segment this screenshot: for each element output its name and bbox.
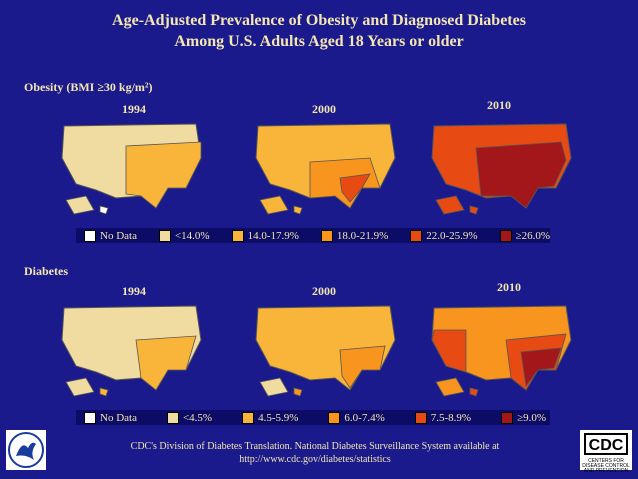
obesity-legend-item: ≥26.0% (492, 229, 551, 242)
cdc-logo-text: CDC (584, 433, 628, 455)
hhs-eagle-icon (8, 432, 44, 468)
legend-label: 4.5-5.9% (258, 411, 299, 424)
source-line-2[interactable]: http://www.cdc.gov/diabetes/statistics (239, 454, 391, 465)
legend-label: ≥26.0% (515, 229, 551, 242)
diabetes-map-2010 (431, 305, 572, 397)
diabetes-map-2000 (255, 305, 396, 397)
obesity-year-2000: 2000 (312, 102, 336, 116)
obesity-year-1994: 1994 (122, 102, 146, 116)
diabetes-year-2010: 2010 (497, 280, 521, 294)
cdc-logo-tagline: CENTERS FOR DISEASE CONTROL AND PREVENTI… (582, 458, 630, 474)
legend-swatch (231, 229, 244, 242)
obesity-section-label: Obesity (BMI ≥30 kg/m²) (24, 80, 153, 94)
legend-swatch (242, 411, 255, 424)
obesity-year-2010: 2010 (487, 98, 511, 112)
obesity-legend-item: No Data (76, 229, 137, 242)
legend-label: No Data (100, 411, 137, 424)
legend-label: <4.5% (182, 411, 213, 424)
title-line-1: Age-Adjusted Prevalence of Obesity and D… (112, 12, 526, 29)
chart-title: Age-Adjusted Prevalence of Obesity and D… (0, 10, 638, 52)
cdc-logo: CDC CENTERS FOR DISEASE CONTROL AND PREV… (580, 430, 632, 474)
legend-label: 22.0-25.9% (426, 229, 478, 242)
diabetes-section-label: Diabetes (24, 264, 68, 278)
obesity-map-2000 (255, 123, 396, 215)
obesity-legend-item: 18.0-21.9% (313, 229, 389, 242)
obesity-legend-item: 22.0-25.9% (402, 229, 478, 242)
legend-swatch (499, 229, 512, 242)
legend-label: 6.0-7.4% (344, 411, 385, 424)
legend-swatch (501, 411, 514, 424)
legend-label: 7.5-8.9% (430, 411, 472, 424)
diabetes-legend-item: ≥9.0% (493, 411, 547, 424)
legend-swatch (410, 229, 423, 242)
legend-label: 14.0-17.9% (247, 229, 299, 242)
diabetes-year-2000: 2000 (312, 284, 336, 298)
obesity-legend-item: 14.0-17.9% (224, 229, 299, 242)
diabetes-legend-item: 7.5-8.9% (407, 411, 472, 424)
diabetes-legend-item: No Data (76, 411, 137, 424)
legend-swatch (84, 411, 96, 424)
legend-label: No Data (100, 229, 137, 242)
legend-label: <14.0% (174, 229, 210, 242)
source-line-1: CDC's Division of Diabetes Translation. … (130, 441, 500, 452)
obesity-map-2010 (431, 123, 572, 215)
legend-swatch (320, 229, 333, 242)
legend-swatch (84, 229, 96, 242)
diabetes-map-1994 (61, 305, 202, 397)
diabetes-year-1994: 1994 (122, 284, 146, 298)
legend-swatch (414, 411, 427, 424)
source-note: CDC's Division of Diabetes Translation. … (100, 440, 530, 466)
legend-label: ≥9.0% (517, 411, 547, 424)
legend-swatch (166, 411, 179, 424)
legend-swatch (158, 229, 171, 242)
obesity-legend: No Data <14.0% 14.0-17.9% 18.0-21.9% 22.… (76, 228, 550, 243)
diabetes-legend: No Data <4.5% 4.5-5.9% 6.0-7.4% 7.5-8.9%… (76, 410, 550, 425)
diabetes-legend-item: 4.5-5.9% (234, 411, 299, 424)
hhs-logo (6, 430, 46, 470)
legend-swatch (328, 411, 341, 424)
diabetes-legend-item: <4.5% (159, 411, 213, 424)
diabetes-legend-item: 6.0-7.4% (320, 411, 385, 424)
title-line-2: Among U.S. Adults Aged 18 Years or older (174, 33, 464, 50)
obesity-map-1994 (61, 123, 202, 215)
obesity-legend-item: <14.0% (151, 229, 210, 242)
legend-label: 18.0-21.9% (336, 229, 389, 242)
